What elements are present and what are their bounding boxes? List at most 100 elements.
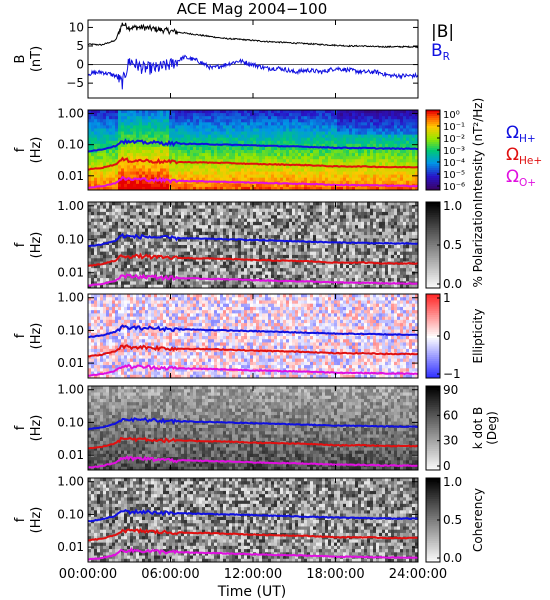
spectrogram-cell [406,131,410,136]
spectrogram-cell [280,131,284,136]
spectrogram-cell [130,215,134,219]
spectrogram-cell [148,208,152,213]
spectrogram-cell [103,131,107,136]
spectrogram-cell [157,218,161,223]
spectrogram-cell [217,268,221,272]
spectrogram-cell [289,171,293,176]
spectrogram-cell [280,254,284,259]
spectrogram-cell [334,168,338,172]
spectrogram-cell [169,165,173,169]
legend-entry: ΩHe+ [506,145,542,167]
spectrogram-cell [91,153,95,157]
spectrogram-cell [394,180,398,185]
colorbar-step [426,116,440,119]
spectrogram-cell [289,162,293,166]
spectrogram-cell [283,278,287,282]
spectrogram-cell [247,225,251,229]
spectrogram-cell [244,119,248,123]
spectrogram-cell [277,150,281,154]
spectrogram-cell [100,177,104,182]
spectrogram-cell [283,186,287,191]
spectrogram-cell [154,131,158,136]
spectrogram-cell [226,248,230,253]
spectrogram-cell [202,116,206,120]
spectrogram-cell [151,168,155,172]
spectrogram-cell [190,254,194,259]
spectrogram-cell [253,165,257,169]
spectrogram-cell [250,218,254,223]
spectrogram-cell [181,116,185,120]
spectrogram-cell [199,268,203,272]
spectrogram-cell [157,122,161,126]
spectrogram-cell [208,264,212,269]
spectrogram-cell [247,208,251,213]
spectrogram-cell [145,150,149,154]
spectrogram-cell [286,110,290,114]
spectrogram-cell [193,284,197,289]
spectrogram-cell [178,137,182,142]
spectrogram-cell [295,134,299,139]
spectrogram-cell [235,113,239,117]
spectrogram-cell [292,183,296,188]
spectrogram-cell [91,174,95,179]
spectrogram-cell [214,208,218,213]
spectrogram-cell [88,221,92,226]
spectrogram-cell [208,202,212,206]
spectrogram-cell [373,177,377,182]
spectrogram-cell [271,119,275,123]
spectrogram-cell [160,174,164,179]
spectrogram-cell [175,165,179,169]
spectrogram-cell [130,156,134,160]
spectrogram-cell [259,221,263,226]
spectrogram-cell [202,153,206,157]
spectrogram-cell [256,248,260,253]
spectrogram-cell [238,165,242,169]
spectrogram-cell [262,140,266,145]
spectrogram-cell [229,238,233,243]
spectrogram-cell [379,174,383,179]
spectrogram-cell [292,153,296,157]
spectrogram-cell [208,261,212,266]
spectrogram-cell [130,278,134,282]
spectrogram-cell [316,153,320,157]
spectrogram-cell [412,134,416,139]
spectrogram-cell [385,137,389,142]
spectrogram-cell [295,153,299,157]
spectrogram-cell [397,168,401,172]
spectrogram-cell [133,122,137,126]
spectrogram-cell [160,221,164,226]
spectrogram-cell [316,218,320,223]
spectrogram-cell [313,238,317,243]
spectrogram-cell [280,110,284,114]
spectrogram-cell [157,241,161,246]
spectrogram-cell [196,215,200,219]
spectrogram-cell [301,271,305,276]
spectrogram-cell [313,211,317,216]
spectrogram-cell [295,165,299,169]
spectrogram-cell [187,231,191,236]
spectrogram-cell [190,180,194,185]
spectrogram-cell [160,171,164,176]
spectrogram-cell [268,171,272,176]
spectrogram-cell [313,113,317,117]
spectrogram-cell [172,248,176,253]
spectrogram-cell [115,228,119,233]
spectrogram-cell [193,156,197,160]
spectrogram-cell [265,254,269,259]
spectrogram-cell [370,186,374,191]
spectrogram-cell [250,110,254,114]
spectrogram-cell [229,140,233,145]
spectrogram-cell [142,278,146,282]
spectrogram-cell [127,245,131,249]
spectrogram-cell [157,258,161,262]
spectrogram-cell [217,225,221,229]
spectrogram-cell [208,137,212,142]
spectrogram-cell [172,150,176,154]
spectrogram-cell [292,150,296,154]
spectrogram-cell [190,248,194,253]
spectrogram-cell [307,110,311,114]
spectrogram-cell [160,202,164,206]
spectrogram-cell [343,156,347,160]
spectrogram-cell [232,159,236,163]
spectrogram-cell [184,180,188,185]
